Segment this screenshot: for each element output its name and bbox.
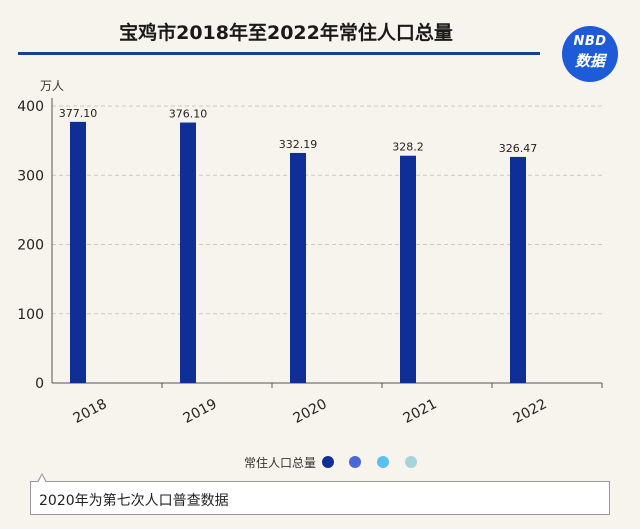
bar-chart: 万人 0 100 200 300 400 377.10 2018 376.10 2019 332.1… <box>17 79 603 427</box>
bar <box>290 152 306 383</box>
x-tick-label: 2018 <box>71 396 110 427</box>
legend: 常住人口总量 <box>0 454 640 470</box>
bar-value-label: 376.10 <box>169 108 208 121</box>
title-underline <box>18 52 540 55</box>
note-box: 2020年为第七次人口普查数据 <box>30 473 610 515</box>
y-tick-label: 400 <box>17 99 44 115</box>
logo-line1: NBD <box>573 34 607 49</box>
x-tick-label: 2021 <box>401 396 440 427</box>
bar <box>180 122 196 383</box>
note-text: 2020年为第七次人口普查数据 <box>39 493 229 509</box>
y-axis-unit: 万人 <box>40 79 64 93</box>
legend-dot-2 <box>349 456 361 468</box>
legend-label: 常住人口总量 <box>243 456 316 470</box>
x-tick-label: 2022 <box>511 396 550 427</box>
legend-dot-1 <box>322 456 334 468</box>
x-tick-label: 2019 <box>181 396 220 427</box>
logo-line2: 数据 <box>574 52 605 70</box>
y-tick-label: 100 <box>17 307 44 323</box>
y-tick-label: 0 <box>35 376 44 392</box>
bar <box>510 156 526 383</box>
y-tick-label: 300 <box>17 168 44 184</box>
chart-title: 宝鸡市2018年至2022年常住人口总量 <box>119 22 453 44</box>
bar-value-label: 328.2 <box>392 141 424 154</box>
bar <box>70 121 86 384</box>
bar-value-label: 332.19 <box>279 138 318 151</box>
bar <box>400 155 416 383</box>
nbd-logo: NBD 数据 <box>562 26 618 82</box>
bar-value-label: 326.47 <box>499 142 538 155</box>
legend-dot-4 <box>405 456 417 468</box>
bar-value-label: 377.10 <box>59 107 98 120</box>
x-tick-label: 2020 <box>291 396 330 427</box>
legend-dot-3 <box>377 456 389 468</box>
y-tick-label: 200 <box>17 238 44 254</box>
